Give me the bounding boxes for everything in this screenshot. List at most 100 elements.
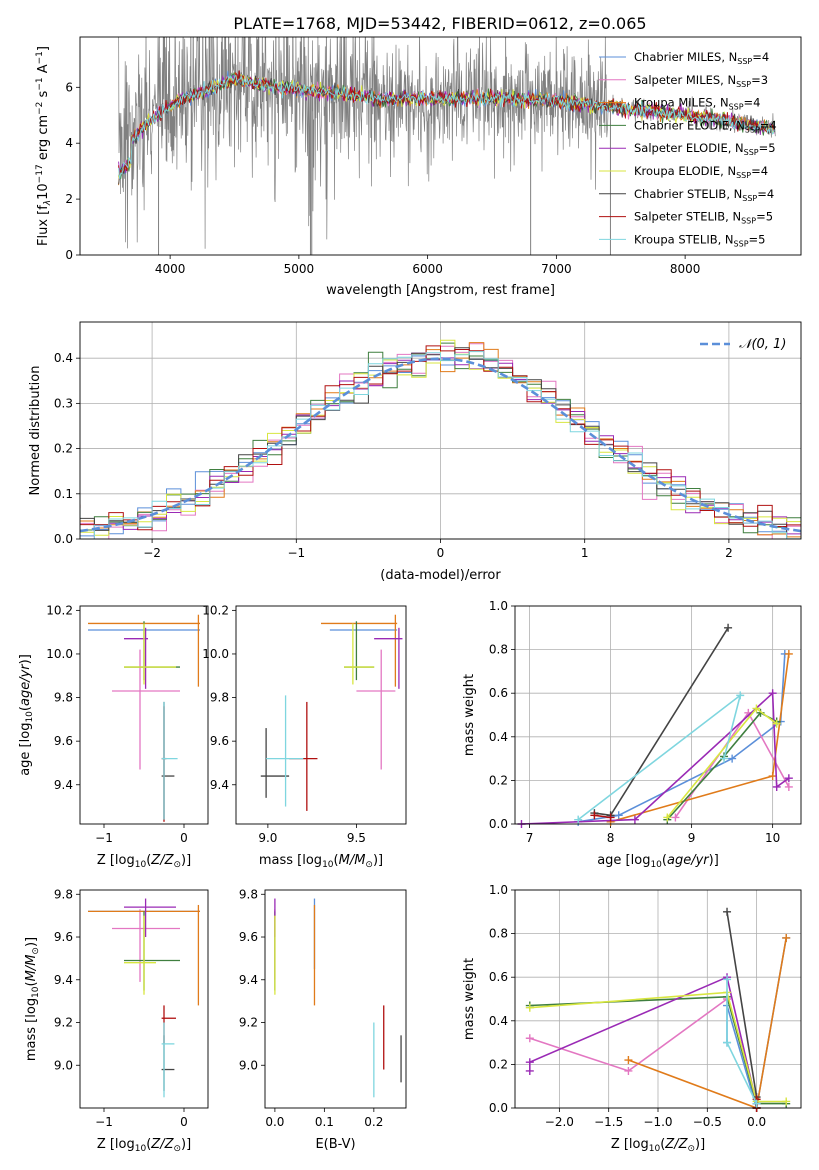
label-part: 10	[135, 1144, 147, 1154]
mass_vs_Z-ytick-label: 9.6	[54, 930, 73, 944]
weight_vs_Z-marker	[723, 975, 732, 984]
weight_vs_age-ytick-label: 0.2	[489, 773, 508, 787]
age_vs_Z-ytick-label: 10.0	[46, 647, 73, 661]
weight_vs_age-ytick-label: 0.4	[489, 730, 508, 744]
age_vs_Z-xtick-label: −1	[95, 831, 113, 845]
label-part: −17	[35, 164, 45, 183]
label-part: =5	[759, 141, 776, 155]
label-part: mass [log	[259, 853, 322, 868]
label-part: s	[36, 90, 51, 101]
spectrum-frame	[79, 36, 802, 256]
label-part: )]	[18, 654, 33, 664]
label-part: Z	[150, 1137, 161, 1152]
label-part: SSP	[737, 57, 752, 66]
mass_vs_ebv-frame	[264, 889, 407, 1109]
label-part: /	[159, 853, 166, 868]
spectrum-ytick-label: 4	[65, 136, 73, 150]
label-part: 10	[36, 183, 51, 200]
label-part: M	[24, 955, 39, 966]
residuals-hist-line	[80, 351, 801, 539]
residuals-ytick-label: 0.1	[54, 487, 73, 501]
weight_vs_Z-series-line	[529, 995, 787, 1105]
label-part: =4	[757, 187, 774, 201]
label-part: SSP	[734, 239, 749, 248]
weight_vs_Z-ytick-label: 1.0	[489, 883, 508, 897]
label-part: Chabrier MILES, N	[634, 50, 737, 64]
weight_vs_age-marker	[728, 754, 737, 763]
age_vs_Z-ytick-label: 10.2	[46, 603, 73, 617]
weight_vs_Z-marker	[782, 933, 791, 942]
age_vs_mass-plot	[260, 614, 403, 811]
age_vs_mass-ytick-label: 9.8	[210, 691, 229, 705]
label-part: age [log	[597, 853, 650, 868]
residuals-legend-label: 𝒩(0, 1)	[739, 337, 786, 352]
spectrum-ylabel: Flux [fλ10−17 erg cm−2 s−1 A−1]	[35, 46, 53, 246]
mass_vs_ebv-ytick-label: 9.8	[239, 887, 258, 901]
weight_vs_age-ytick-label: 1.0	[489, 599, 508, 613]
mass_vs_Z-ytick-label: 9.8	[54, 887, 73, 901]
label-part: ⊙	[173, 1144, 181, 1154]
label-part: 10	[31, 986, 41, 998]
label-part: Z	[678, 1137, 689, 1152]
spectrum-axes: 4000 5000 6000 7000 8000 0 2 4 6	[65, 80, 700, 276]
weight_vs_age-xtick-label: 10	[765, 831, 780, 845]
residuals-ytick-label: 0.4	[54, 351, 73, 365]
age_vs_Z-plot	[88, 614, 200, 822]
mass_vs_ebv-ytick-label: 9.6	[239, 930, 258, 944]
weight-vs-Z-xlabel: Z [log10(Z/Z⊙)]	[611, 1137, 705, 1154]
weight_vs_Z-marker	[624, 1066, 633, 1075]
residuals-frame	[79, 321, 802, 540]
weight_vs_Z-marker	[723, 907, 732, 916]
age_vs_mass-ytick-label: 9.6	[210, 734, 229, 748]
label-part: yr	[18, 663, 33, 679]
label-part: −1	[35, 77, 45, 90]
label-part: )]	[709, 853, 719, 868]
label-part: 10	[25, 711, 35, 723]
label-part: M	[24, 970, 39, 981]
weight_vs_age-marker	[606, 813, 615, 822]
mass_vs_Z-frame	[79, 889, 209, 1109]
weight_vs_Z-xtick-label: −2.0	[545, 1115, 574, 1129]
label-part: =4	[752, 50, 769, 64]
weight_vs_age-xtick-label: 7	[526, 831, 534, 845]
label-part: erg cm	[36, 115, 51, 164]
spectrum-xtick-label: 4000	[155, 262, 186, 276]
label-part: =4	[751, 164, 768, 178]
spectrum-xtick-label: 7000	[541, 262, 572, 276]
label-part: (	[146, 853, 151, 868]
weight_vs_age-marker	[663, 813, 672, 822]
age_vs_Z-ytick-label: 9.8	[54, 691, 73, 705]
mass_vs_Z-ytick-label: 9.2	[54, 1016, 73, 1030]
label-part: Flux [f	[36, 205, 51, 246]
label-part: SSP	[741, 217, 756, 226]
label-part: 10	[135, 860, 147, 870]
label-part: M	[339, 853, 350, 868]
label-part: /	[159, 1137, 166, 1152]
mass_vs_Z-xtick-label: 0	[180, 1115, 188, 1129]
weight_vs_age-xtick-label: 9	[688, 831, 696, 845]
label-part: −2	[35, 102, 45, 115]
label-part: age	[18, 682, 33, 706]
weight_vs_Z-series-line	[528, 976, 758, 1104]
label-part: Chabrier ELODIE, N	[634, 118, 745, 132]
weight_vs_Z-marker	[624, 1056, 633, 1065]
weight_vs_age-marker	[768, 689, 777, 698]
weight_vs_age-ylabel: mass weight	[462, 674, 477, 756]
mass_vs_ebv-axes: 0.0 0.1 0.2 9.0 9.2 9.4 9.6 9.8	[239, 887, 383, 1129]
weight_vs_Z-frame	[514, 889, 802, 1109]
weight_vs_Z-marker	[525, 1066, 534, 1075]
label-part: )]	[181, 853, 191, 868]
spectrum-model-line	[118, 70, 776, 177]
label-part: SSP	[744, 148, 759, 157]
spectrum-legend-entry: Salpeter STELIB, NSSP=5	[634, 210, 773, 226]
mass_vs_ebv-xtick-label: 0.0	[265, 1115, 284, 1129]
label-part: =4	[760, 118, 777, 132]
mass-vs-ebv-xlabel: E(B-V)	[315, 1137, 355, 1152]
age_vs_mass-axes: 9.0 9.5 9.4 9.6 9.8 10.0 10.2	[202, 603, 366, 845]
spectrum-legend-entry: Salpeter ELODIE, NSSP=5	[634, 141, 776, 157]
label-part: /	[18, 676, 33, 683]
spectrum-ytick-label: 2	[65, 192, 73, 206]
residuals-xtick-label: 0	[437, 546, 445, 560]
weight_vs_age-marker	[768, 772, 777, 781]
